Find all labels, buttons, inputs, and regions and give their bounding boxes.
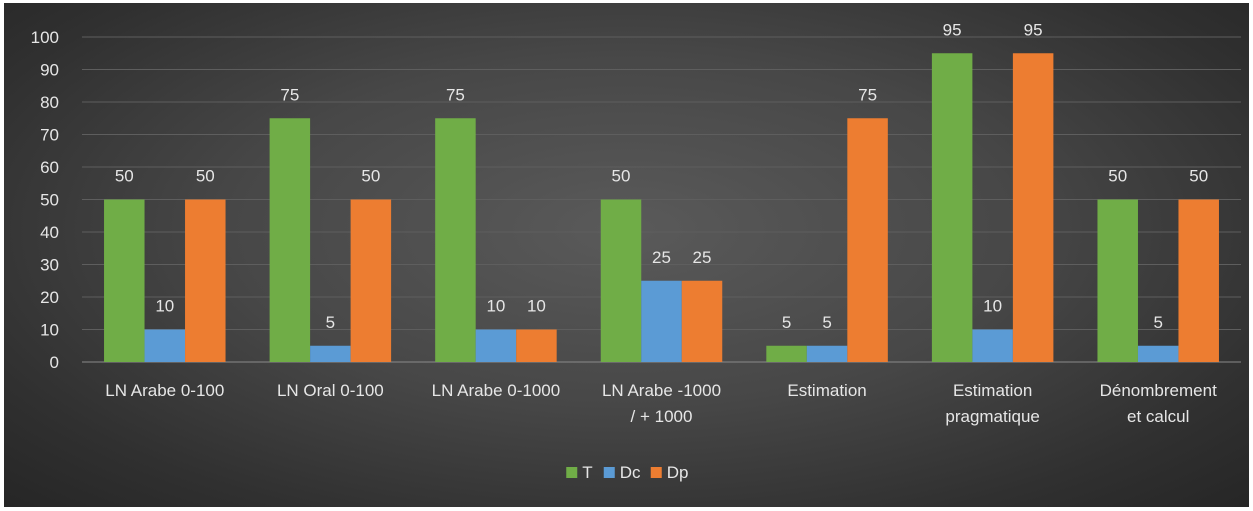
bar-dp xyxy=(516,329,557,362)
y-tick-label: 0 xyxy=(50,353,59,372)
legend-label: Dc xyxy=(620,463,641,482)
data-label: 25 xyxy=(652,248,671,267)
y-tick-label: 10 xyxy=(40,321,59,340)
bars xyxy=(104,53,1219,362)
legend-label: T xyxy=(582,463,592,482)
x-tick-label: Estimation xyxy=(787,381,866,400)
bar-t xyxy=(269,118,311,362)
x-tick-label: LN Arabe 0-100 xyxy=(105,381,224,400)
x-axis: LN Arabe 0-100 LN Oral 0-100 LN Arabe 0-10… xyxy=(105,381,1217,426)
legend: T Dc Dp xyxy=(566,463,688,482)
y-axis: 0 10 20 30 40 50 60 70 80 90 100 xyxy=(31,28,59,372)
bar-chart: 0 10 20 30 40 50 60 70 80 90 100 50 10 50 75 5 50 75 10 10… xyxy=(31,20,1241,482)
bar-dp xyxy=(847,118,888,362)
data-label: 10 xyxy=(486,297,505,316)
data-label: 50 xyxy=(115,167,134,186)
legend-label: Dp xyxy=(667,463,689,482)
bar-t xyxy=(600,199,642,362)
bar-t xyxy=(435,118,476,362)
bar-dc xyxy=(641,280,682,362)
bar-t xyxy=(104,199,145,362)
bar-t xyxy=(931,53,973,362)
x-tick-label: LN Oral 0-100 xyxy=(277,381,384,400)
data-label: 5 xyxy=(782,313,791,332)
y-tick-label: 80 xyxy=(40,93,59,112)
y-tick-label: 70 xyxy=(40,126,59,145)
y-tick-label: 100 xyxy=(31,28,59,47)
data-label: 95 xyxy=(1024,20,1043,39)
x-tick-label: LN Arabe 0-1000 xyxy=(432,381,561,400)
y-tick-label: 30 xyxy=(40,256,59,275)
legend-swatch-dc xyxy=(603,467,615,478)
data-label: 50 xyxy=(612,167,631,186)
data-label: 5 xyxy=(326,313,335,332)
bar-dp xyxy=(350,199,392,362)
data-label: 75 xyxy=(280,85,299,104)
bar-t xyxy=(766,345,807,362)
data-label: 10 xyxy=(983,297,1002,316)
x-tick-label: Dénombrement et calcul xyxy=(1100,381,1217,426)
bar-dp xyxy=(681,280,723,362)
data-label: 75 xyxy=(858,85,877,104)
bar-dc xyxy=(806,345,848,362)
bar-dc xyxy=(310,345,351,362)
bar-dp xyxy=(185,199,226,362)
legend-swatch-dp xyxy=(650,467,662,478)
x-tick-label: LN Arabe -1000/ + 1000 xyxy=(602,381,721,426)
bar-dc xyxy=(144,329,186,362)
data-label: 50 xyxy=(1108,167,1127,186)
legend-swatch-t xyxy=(566,467,578,478)
bar-dc xyxy=(972,329,1013,362)
y-tick-label: 90 xyxy=(40,61,59,80)
data-label: 5 xyxy=(1153,313,1162,332)
data-label: 50 xyxy=(196,167,215,186)
data-label: 10 xyxy=(155,297,174,316)
data-label: 5 xyxy=(822,313,831,332)
chart-area: 0 10 20 30 40 50 60 70 80 90 100 50 10 50 75 5 50 75 10 10… xyxy=(4,3,1249,507)
y-tick-label: 40 xyxy=(40,223,59,242)
data-label: 95 xyxy=(943,20,962,39)
bar-dp xyxy=(1178,199,1219,362)
data-label: 75 xyxy=(446,85,465,104)
x-tick-label: Estimation pragmatique xyxy=(945,381,1040,426)
y-tick-label: 20 xyxy=(40,288,59,307)
y-tick-label: 60 xyxy=(40,158,59,177)
bar-dc xyxy=(475,329,517,362)
bar-dp xyxy=(1012,53,1054,362)
data-label: 50 xyxy=(1189,167,1208,186)
data-label: 25 xyxy=(693,248,712,267)
bar-t xyxy=(1097,199,1138,362)
bar-dc xyxy=(1137,345,1179,362)
data-label: 50 xyxy=(361,167,380,186)
data-label: 10 xyxy=(527,297,546,316)
y-tick-label: 50 xyxy=(40,191,59,210)
